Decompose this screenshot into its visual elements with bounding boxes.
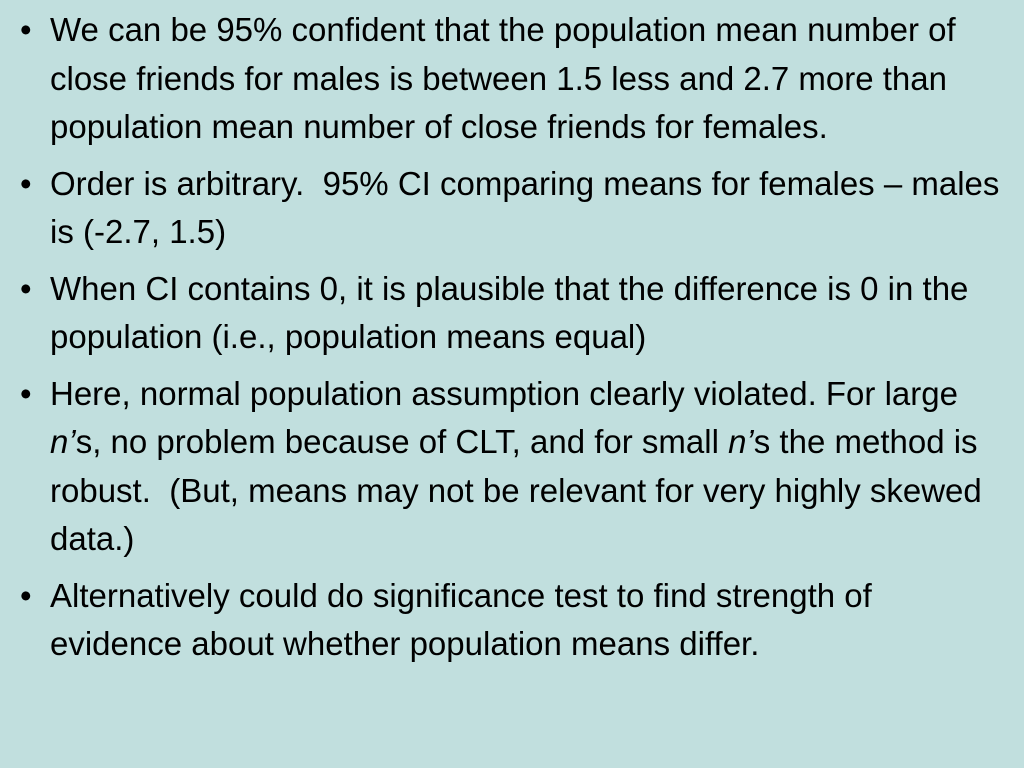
bullet-list: We can be 95% confident that the populat…	[0, 6, 1010, 677]
bullet: Alternatively could do significance test…	[0, 572, 1010, 669]
text-run: s the method is robust. (But, means may …	[50, 423, 991, 557]
text-run: s, no problem because of CLT, and for sm…	[75, 423, 729, 460]
italic-run: n’	[728, 423, 754, 460]
bullet: We can be 95% confident that the populat…	[0, 6, 1010, 152]
text-run: Here, normal population assumption clear…	[50, 374, 968, 412]
bullet: Order is arbitrary. 95% CI comparing mea…	[0, 160, 1010, 257]
bullet: When CI contains 0, it is plausible that…	[0, 265, 1010, 362]
bullet: Here, normal population assumption clear…	[0, 370, 1010, 564]
italic-run: n’	[50, 423, 76, 460]
